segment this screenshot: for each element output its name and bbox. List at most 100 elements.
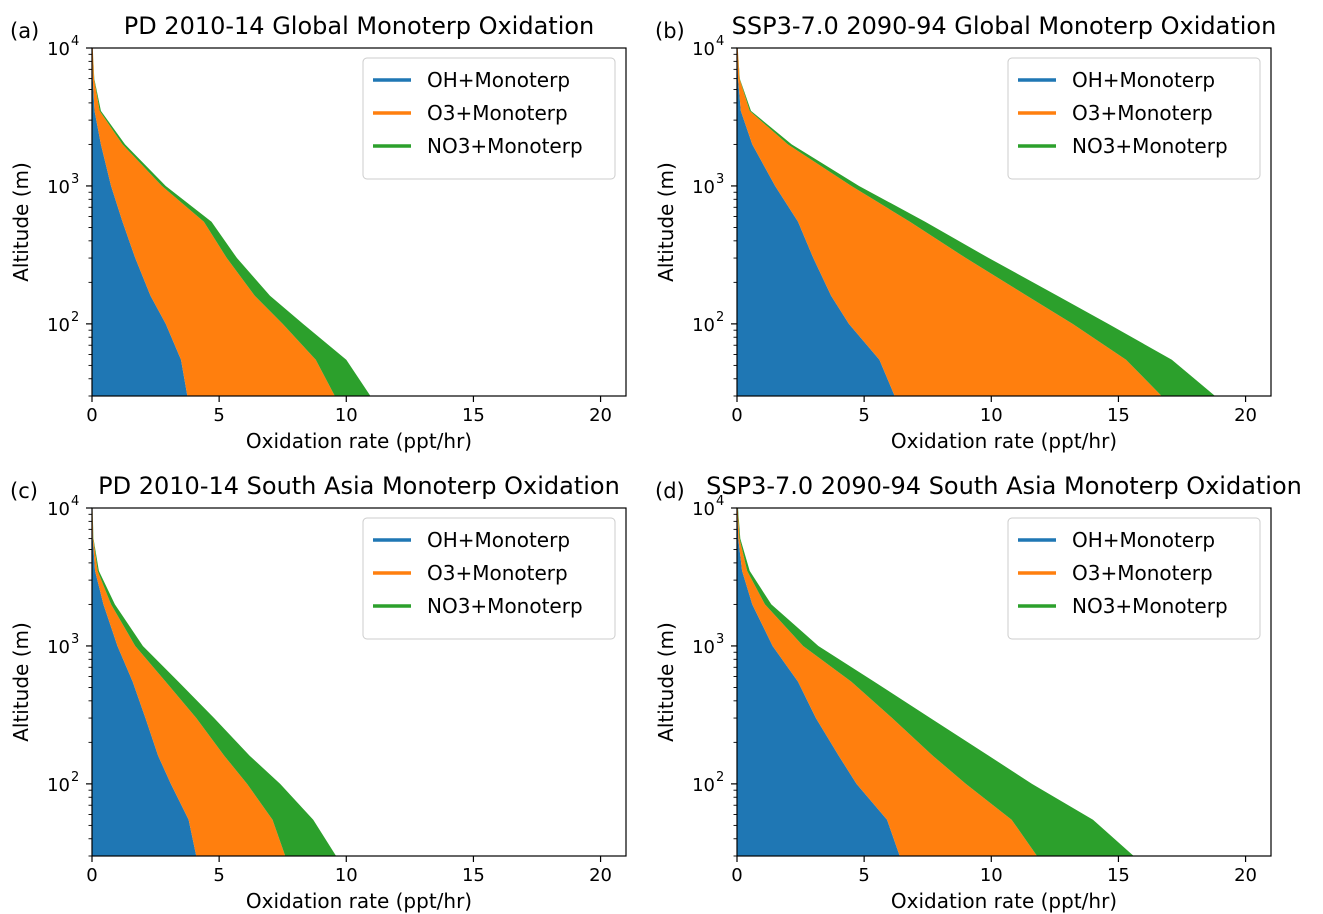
x-tick-label: 5 — [213, 405, 224, 426]
area-oh-monoterp — [92, 48, 188, 396]
panel-title: PD 2010-14 Global Monoterp Oxidation — [124, 12, 595, 40]
x-tick-label: 20 — [1234, 405, 1257, 426]
x-tick-label: 10 — [980, 865, 1003, 886]
panel-title: PD 2010-14 South Asia Monoterp Oxidation — [98, 472, 620, 500]
x-tick-label: 15 — [1107, 865, 1130, 886]
x-tick-label: 15 — [462, 865, 485, 886]
y-tick-label: 10 — [692, 315, 715, 336]
legend-box — [1007, 517, 1261, 640]
legend-label: NO3+Monoterp — [427, 594, 583, 618]
panel-label: (b) — [655, 19, 685, 43]
y-tick-exponent: 2 — [71, 770, 79, 785]
y-tick-exponent: 2 — [716, 310, 724, 325]
area-o3-monoterp — [737, 508, 1038, 856]
y-tick-label: 10 — [47, 499, 70, 520]
area-oh-monoterp — [737, 508, 900, 856]
axes-frame — [91, 47, 627, 397]
y-tick-label: 10 — [47, 177, 70, 198]
legend-label: OH+Monoterp — [427, 528, 570, 552]
area-o3-monoterp — [737, 48, 1162, 396]
legend-box — [1007, 57, 1261, 180]
legend-label: OH+Monoterp — [1072, 528, 1215, 552]
x-tick-label: 20 — [589, 865, 612, 886]
x-axis-label: Oxidation rate (ppt/hr) — [891, 429, 1117, 453]
panel-title: SSP3-7.0 2090-94 South Asia Monoterp Oxi… — [706, 472, 1302, 500]
y-tick-label: 10 — [692, 39, 715, 60]
area-no3-monoterp — [92, 508, 337, 856]
area-oh-monoterp — [92, 508, 197, 856]
area-no3-monoterp — [92, 48, 371, 396]
legend: OH+Monoterp O3+Monoterp NO3+Monoterp — [362, 57, 616, 180]
legend-label: O3+Monoterp — [427, 561, 568, 585]
y-tick-label: 10 — [47, 315, 70, 336]
y-tick-exponent: 2 — [716, 770, 724, 785]
legend: OH+Monoterp O3+Monoterp NO3+Monoterp — [362, 517, 616, 640]
legend: OH+Monoterp O3+Monoterp NO3+Monoterp — [1007, 57, 1261, 180]
x-axis-label: Oxidation rate (ppt/hr) — [891, 889, 1117, 913]
panel-title: SSP3-7.0 2090-94 Global Monoterp Oxidati… — [732, 12, 1277, 40]
x-axis-label: Oxidation rate (ppt/hr) — [246, 429, 472, 453]
panel-label: (a) — [10, 19, 39, 43]
y-tick-label: 10 — [692, 637, 715, 658]
y-tick-exponent: 4 — [71, 494, 79, 509]
axes-frame — [736, 47, 1272, 397]
legend-label: NO3+Monoterp — [1072, 594, 1228, 618]
y-tick-label: 10 — [47, 39, 70, 60]
x-tick-label: 0 — [86, 405, 97, 426]
legend-label: O3+Monoterp — [1072, 101, 1213, 125]
legend: OH+Monoterp O3+Monoterp NO3+Monoterp — [1007, 517, 1261, 640]
y-tick-label: 10 — [692, 775, 715, 796]
y-tick-exponent: 3 — [716, 632, 724, 647]
y-tick-label: 10 — [692, 177, 715, 198]
y-tick-exponent: 3 — [716, 172, 724, 187]
x-tick-label: 20 — [589, 405, 612, 426]
y-tick-exponent: 2 — [71, 310, 79, 325]
x-tick-label: 0 — [731, 405, 742, 426]
x-tick-label: 10 — [335, 865, 358, 886]
x-tick-label: 0 — [86, 865, 97, 886]
area-no3-monoterp — [737, 48, 1216, 396]
x-tick-label: 5 — [213, 865, 224, 886]
x-tick-label: 0 — [731, 865, 742, 886]
y-axis-label: Altitude (m) — [654, 622, 678, 742]
legend-label: OH+Monoterp — [1072, 68, 1215, 92]
x-tick-label: 20 — [1234, 865, 1257, 886]
x-tick-label: 15 — [462, 405, 485, 426]
x-tick-label: 15 — [1107, 405, 1130, 426]
y-tick-exponent: 4 — [716, 494, 724, 509]
x-tick-label: 10 — [980, 405, 1003, 426]
y-tick-exponent: 4 — [716, 34, 724, 49]
axes-frame — [91, 507, 627, 857]
legend-label: NO3+Monoterp — [427, 134, 583, 158]
area-o3-monoterp — [92, 48, 335, 396]
legend-box — [362, 517, 616, 640]
legend-label: O3+Monoterp — [1072, 561, 1213, 585]
y-tick-label: 10 — [47, 637, 70, 658]
plot-area — [737, 48, 1216, 396]
panel-label: (c) — [10, 479, 38, 503]
x-axis-label: Oxidation rate (ppt/hr) — [246, 889, 472, 913]
x-tick-label: 5 — [858, 865, 869, 886]
legend-label: OH+Monoterp — [427, 68, 570, 92]
plot-area — [92, 508, 337, 856]
legend-box — [362, 57, 616, 180]
area-oh-monoterp — [737, 48, 895, 396]
y-axis-label: Altitude (m) — [654, 162, 678, 282]
legend-label: NO3+Monoterp — [1072, 134, 1228, 158]
legend-label: O3+Monoterp — [427, 101, 568, 125]
panel-label: (d) — [655, 479, 685, 503]
area-no3-monoterp — [737, 508, 1134, 856]
y-axis-label: Altitude (m) — [9, 162, 33, 282]
plot-area — [92, 48, 371, 396]
axes-frame — [736, 507, 1272, 857]
y-tick-exponent: 4 — [71, 34, 79, 49]
area-o3-monoterp — [92, 508, 286, 856]
y-tick-exponent: 3 — [71, 172, 79, 187]
x-tick-label: 10 — [335, 405, 358, 426]
y-tick-label: 10 — [692, 499, 715, 520]
